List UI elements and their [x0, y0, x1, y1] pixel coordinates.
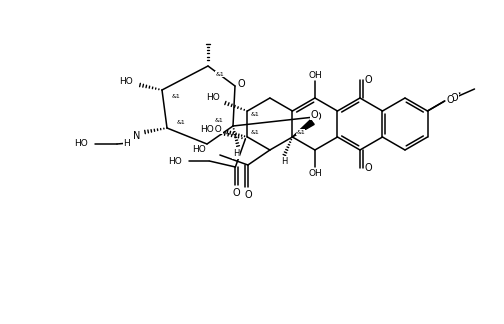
- Text: O: O: [364, 75, 372, 85]
- Text: O: O: [310, 110, 318, 120]
- Text: HO: HO: [74, 140, 88, 148]
- Text: O: O: [313, 112, 321, 122]
- Text: &1: &1: [216, 72, 224, 76]
- Polygon shape: [292, 120, 314, 137]
- Text: O: O: [364, 163, 372, 173]
- Text: &1: &1: [297, 131, 306, 135]
- Text: HO: HO: [207, 92, 220, 101]
- Text: &1: &1: [176, 120, 185, 124]
- Text: O: O: [446, 95, 454, 105]
- Text: HO: HO: [119, 77, 133, 87]
- Text: &1: &1: [296, 130, 305, 134]
- Text: &1: &1: [172, 94, 180, 98]
- Text: HO: HO: [168, 156, 182, 166]
- Text: H: H: [123, 138, 131, 147]
- Text: HO: HO: [192, 145, 206, 155]
- Text: HO: HO: [209, 124, 222, 133]
- Text: HO: HO: [201, 125, 214, 134]
- Text: OH: OH: [308, 71, 322, 79]
- Text: &1: &1: [251, 130, 260, 134]
- Text: H: H: [281, 156, 288, 166]
- Text: O: O: [237, 79, 245, 89]
- Text: O: O: [451, 93, 458, 103]
- Text: O: O: [232, 188, 240, 198]
- Text: &1: &1: [251, 112, 260, 118]
- Text: H: H: [233, 149, 239, 158]
- Text: OH: OH: [308, 168, 322, 178]
- Text: &1: &1: [215, 118, 223, 122]
- Text: O: O: [244, 190, 251, 200]
- Text: N: N: [134, 131, 141, 141]
- Text: &1: &1: [251, 131, 260, 135]
